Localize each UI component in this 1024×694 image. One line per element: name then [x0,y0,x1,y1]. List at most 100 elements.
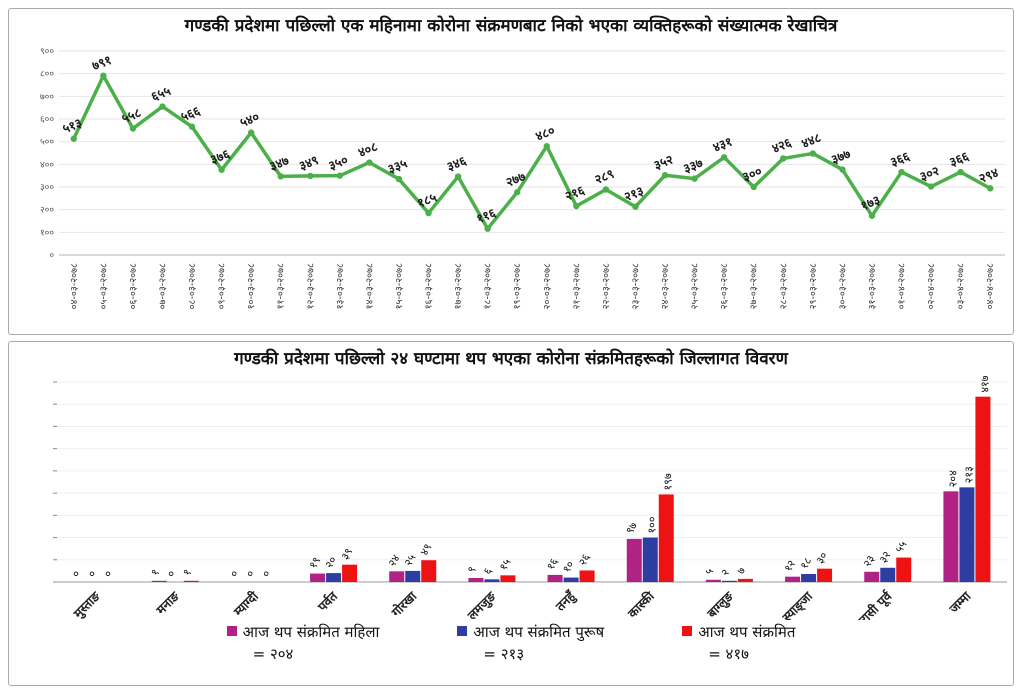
x-axis-label: १७-०३-२०७८ [453,263,464,309]
bar [183,581,199,583]
data-point [898,169,905,176]
bar [484,579,500,583]
x-axis-label: २५-०३-२०७८ [690,263,701,309]
data-point-label: ६५५ [149,83,173,104]
district-label: नवलपरासी पूर्व [835,588,896,620]
data-point-label: ४३१ [711,134,735,155]
data-point-label: ३५० [326,152,350,173]
legend-item: आज थप संक्रमित = ४१७ [682,622,795,664]
x-axis-label: ०९-०३-२०७८ [217,263,228,309]
data-point-label: ३०० [740,163,764,184]
data-point-label: २१३ [622,183,646,204]
bar-value-label: ० [85,568,99,580]
data-point [307,172,314,180]
bar-value-label: १२ [781,558,798,574]
x-axis-label: १९-०३-२०७८ [512,263,523,309]
x-axis-label: १३-०३-२०७८ [335,263,346,309]
data-point-label: ४८० [533,122,557,143]
x-axis-label: ११-०३-२०७८ [276,263,287,309]
x-axis-label: १८-०३-२०७८ [483,263,494,309]
bar [310,573,326,583]
x-axis-label: २७-०३-२०७८ [749,263,760,309]
bar [389,571,405,583]
data-point [188,123,196,131]
bar [658,494,674,583]
y-axis-label: ७०० [40,93,54,103]
legend-swatch-icon [226,626,237,637]
data-point [868,212,876,220]
district-label: म्याग्दी [230,588,262,620]
x-axis-label: ०३-०४-२०७८ [956,263,967,309]
data-point-label: २१६ [563,182,587,203]
bar [579,570,595,583]
x-axis-label: ०१-०४-२०७८ [897,263,908,309]
bar-value-label: २६ [576,552,593,569]
bar [880,568,896,583]
district-label: पर्वत [314,588,341,615]
y-axis-label: ५०० [40,138,54,148]
district-label: स्याङ्जा [779,588,817,620]
bar-value-label: २०४ [946,470,959,487]
x-axis-label: १५-०३-२०७८ [394,263,405,309]
x-axis-label: २०-०३-२०७८ [542,263,553,309]
legend-item: आज थप संक्रमित पुरूष = २१३ [457,622,604,664]
data-point-label: ३३७ [681,155,705,176]
district-label: बाग्लुङ [703,588,737,620]
district-label: तनहुँ [552,588,580,616]
legend-series-label: आज थप संक्रमित [698,623,796,642]
data-point [780,155,787,162]
bar-value-label: १० [560,559,577,576]
bar-value-label: १०० [646,516,659,533]
bar-value-label: २३ [861,553,878,569]
bar [975,396,991,583]
bar [801,574,817,583]
bar [468,578,484,583]
data-point [543,143,550,150]
x-axis-label: २१-०३-२०७८ [571,263,582,309]
bar [959,487,975,583]
bar [547,575,563,583]
bar [342,564,358,583]
legend-item: आज थप संक्रमित महिला = २०४ [226,622,379,664]
district-label: गोरखा [388,588,420,620]
data-point [691,175,698,183]
data-point-label: ३३५ [385,155,409,176]
data-point-label: १७३ [858,192,882,213]
data-point-label: ४२६ [770,135,794,156]
bar-value-label: २४ [386,552,403,569]
y-axis-label: ९०० [40,47,54,57]
bar [563,577,579,583]
data-point [602,186,610,193]
data-point-label: ४४८ [799,130,823,151]
x-axis-label: ०७-०३-२०७८ [157,263,168,309]
x-axis-label: ०४-०४-२०७८ [985,263,996,309]
data-point [927,183,935,190]
data-point [129,125,137,132]
bar [626,539,642,583]
x-axis-label: १२-०३-२०७८ [305,263,316,309]
district-bar-chart-panel: गण्डकी प्रदेशमा पछिल्लो २४ घण्टामा थप भए… [8,341,1014,686]
x-axis-label: ०४-०३-२०७८ [69,263,80,309]
line-chart-title: गण्डकी प्रदेशमा पछिल्लो एक महिनामा कोरोन… [184,16,838,36]
bar-chart-legend: आज थप संक्रमित महिला = २०४ आज थप संक्रमित … [9,622,1013,664]
bar-value-label: ७ [734,565,748,577]
data-point [100,72,107,80]
data-point [218,166,225,174]
data-point-label: ३६६ [888,148,912,169]
line-series [72,74,992,231]
bar-value-label: ० [259,568,273,580]
data-point [366,159,373,166]
bar-value-label: २५ [402,552,419,569]
bar-value-label: ९७ [623,520,640,537]
bar-value-label: ४९ [418,542,435,558]
legend-series-total: = ४१७ [708,645,749,664]
x-axis-label: १४-०३-२०७८ [364,263,375,309]
data-point [277,173,284,180]
bar [642,537,658,583]
x-axis-label: ३०-०३-२०७८ [837,263,848,309]
data-point-label: ३४७ [267,153,291,174]
data-point-label: ५५८ [119,105,143,126]
district-label: कास्की [624,588,657,620]
data-point [632,203,639,211]
